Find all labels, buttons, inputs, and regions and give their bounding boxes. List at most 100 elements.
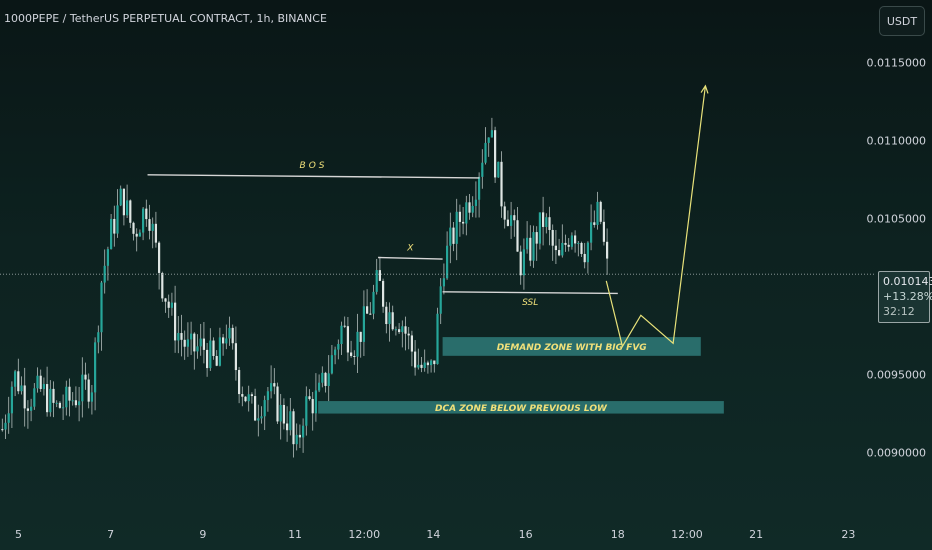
candle-body xyxy=(465,202,468,224)
time-tick-label: 11 xyxy=(288,528,302,541)
candle-body xyxy=(193,333,196,352)
candle-body xyxy=(558,250,561,256)
candle-body xyxy=(356,331,359,357)
candle-body xyxy=(116,205,119,234)
annotation-label: SSL xyxy=(522,298,538,308)
time-tick-label: 18 xyxy=(611,528,625,541)
zone-label: DCA ZONE BELOW PREVIOUS LOW xyxy=(435,404,608,414)
candle-body xyxy=(215,355,218,366)
candle-body xyxy=(282,404,286,424)
candle-body xyxy=(324,372,327,386)
candle-body xyxy=(52,388,55,403)
candle-body xyxy=(577,242,580,244)
currency-unit-button[interactable]: USDT xyxy=(879,6,925,36)
candle-body xyxy=(87,379,90,402)
candle-body xyxy=(375,270,378,292)
chart-title: 1000PEPE / TetherUS PERPETUAL CONTRACT, … xyxy=(4,12,327,25)
candle-body xyxy=(497,161,500,178)
time-tick-label: 5 xyxy=(15,528,22,541)
candle-body xyxy=(532,232,535,261)
candle-body xyxy=(346,326,350,353)
candle-body xyxy=(212,340,215,356)
candle-body xyxy=(103,265,106,283)
candle-body xyxy=(340,325,343,345)
candle-body xyxy=(122,188,126,216)
candle-body xyxy=(81,374,84,402)
time-axis[interactable]: 5 7 9 11 12:00 14 16 18 12:00 21 23 xyxy=(15,528,855,541)
candle-body xyxy=(526,237,529,250)
candle-body xyxy=(519,251,522,276)
candle-body xyxy=(439,286,442,314)
price-tick-label: 0.0105000 xyxy=(867,212,927,225)
candle-body xyxy=(10,386,14,414)
candle-body xyxy=(561,242,564,256)
candle-body xyxy=(142,208,145,233)
candle-body xyxy=(276,386,279,422)
candle-body xyxy=(46,384,49,413)
candle-body xyxy=(247,394,250,402)
candle-body xyxy=(20,385,23,392)
candle-body xyxy=(113,218,116,234)
candle-body xyxy=(343,325,346,327)
candle-body xyxy=(308,396,311,400)
candle-body xyxy=(164,298,167,302)
candle-body xyxy=(231,327,234,344)
candle-body xyxy=(455,211,458,244)
last-price-tag: 0.0101430 +13.28% 32:12 xyxy=(878,271,932,323)
price-axis[interactable]: 0.0115000 0.0110000 0.0105000 0.0095000 0.00… xyxy=(867,56,927,459)
candle-body xyxy=(180,333,183,340)
candle-body xyxy=(94,342,97,393)
candle-body xyxy=(177,333,180,341)
candle-body xyxy=(97,332,100,343)
candle-body xyxy=(542,212,545,227)
candle-body xyxy=(260,416,263,419)
annotations-layer: BOS X SSL DEMAND ZONE WITH BIG FVG DCA ZONE … xyxy=(147,161,724,414)
candle-body xyxy=(391,312,394,330)
candle-body xyxy=(154,223,158,243)
candle-body xyxy=(33,388,36,407)
candle-body xyxy=(337,344,340,350)
candle-body xyxy=(407,333,410,336)
candle-body xyxy=(359,331,362,342)
candle-body xyxy=(270,383,273,392)
candle-body xyxy=(420,364,423,368)
projection-layer xyxy=(605,84,709,349)
zone-box xyxy=(318,401,724,414)
candle-body xyxy=(362,306,366,342)
projection-arrowhead xyxy=(700,84,709,94)
candle-body xyxy=(190,333,193,340)
candle-body xyxy=(65,386,68,408)
candle-body xyxy=(7,413,10,423)
annotation-label: BOS xyxy=(300,161,328,171)
candle-body xyxy=(286,423,289,431)
zone-box xyxy=(442,337,701,356)
candle-body xyxy=(148,219,151,231)
candle-body xyxy=(404,326,407,334)
candle-body xyxy=(49,388,52,413)
candle-body xyxy=(369,313,372,315)
candle-body xyxy=(586,242,590,263)
candle-body xyxy=(71,400,74,402)
candle-body xyxy=(548,217,551,230)
last-price-value: 0.0101430 xyxy=(883,275,932,288)
candle-body xyxy=(478,176,481,200)
candle-body xyxy=(129,200,132,223)
candle-body xyxy=(522,249,526,276)
candle-body xyxy=(350,352,353,356)
candle-body xyxy=(394,329,398,331)
candle-body xyxy=(382,280,385,307)
candle-body xyxy=(257,418,260,421)
time-tick-label: 9 xyxy=(199,528,206,541)
candle-body xyxy=(462,221,465,224)
candle-body xyxy=(516,220,519,252)
candle-body xyxy=(295,434,298,445)
candle-body xyxy=(39,375,42,389)
candle-body xyxy=(602,221,606,242)
candle-body xyxy=(398,329,401,333)
candle-body xyxy=(430,360,433,366)
candle-body xyxy=(132,222,135,234)
candle-body xyxy=(436,313,439,365)
time-tick-label: 12:00 xyxy=(671,528,703,541)
